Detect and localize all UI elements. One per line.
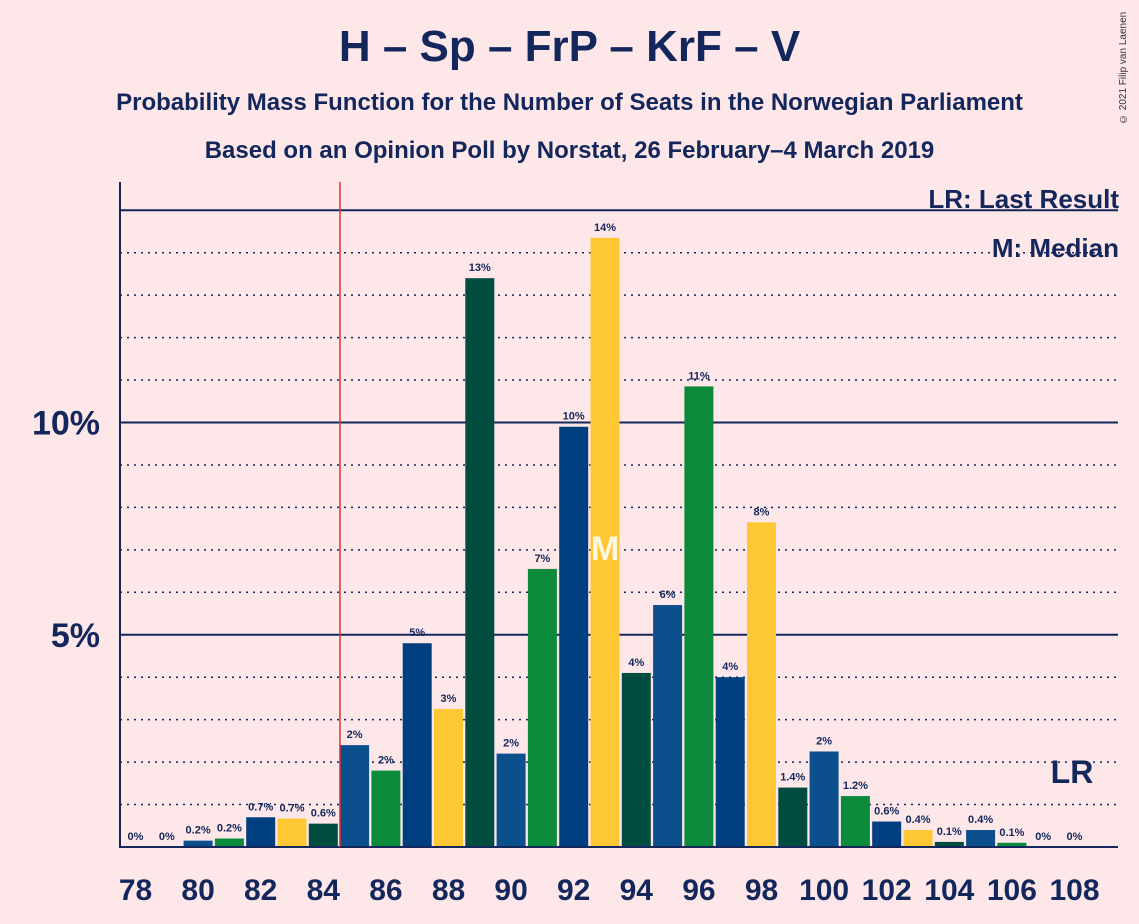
x-tick-label-80: 80 <box>181 874 214 907</box>
x-tick-label-88: 88 <box>432 874 465 907</box>
bar-label-78: 0% <box>128 831 144 843</box>
bar-label-100: 2% <box>816 735 832 747</box>
bar-label-83: 0.7% <box>279 803 304 815</box>
bar-94 <box>621 672 651 847</box>
bar-83 <box>277 818 307 847</box>
bar-label-82: 0.7% <box>248 801 273 813</box>
bar-93 <box>590 237 620 847</box>
x-tick-label-102: 102 <box>862 874 912 907</box>
x-tick-label-84: 84 <box>307 874 341 907</box>
bar-100 <box>809 751 839 847</box>
bar-label-91: 7% <box>534 553 550 565</box>
bar-label-88: 3% <box>441 693 457 705</box>
legend-last-result: LR: Last Result <box>928 184 1119 214</box>
y-tick-label-5: 5% <box>51 617 100 655</box>
bar-label-101: 1.2% <box>843 780 868 792</box>
x-tick-label-106: 106 <box>987 874 1037 907</box>
x-tick-label-94: 94 <box>620 874 654 907</box>
bar-label-106: 0.1% <box>999 827 1024 839</box>
bar-99 <box>778 787 808 847</box>
bar-106 <box>997 842 1027 847</box>
bar-label-89: 13% <box>469 262 491 274</box>
bar-label-92: 10% <box>563 411 585 423</box>
legend-median: M: Median <box>991 233 1119 263</box>
bar-label-103: 0.4% <box>905 814 930 826</box>
x-tick-label-96: 96 <box>682 874 715 907</box>
bar-label-84: 0.6% <box>311 808 336 820</box>
bar-95 <box>653 605 683 847</box>
x-tick-label-78: 78 <box>119 874 152 907</box>
chart-bars <box>183 237 1027 847</box>
bar-102 <box>872 821 902 847</box>
bar-92 <box>559 426 589 847</box>
bar-81 <box>214 838 244 847</box>
y-tick-label-10: 10% <box>32 405 100 443</box>
bar-label-90: 2% <box>503 738 519 750</box>
bar-86 <box>371 770 401 847</box>
chart-markers: M LR <box>339 182 1094 847</box>
chart-subtitle-source: Based on an Opinion Poll by Norstat, 26 … <box>204 137 935 164</box>
bar-82 <box>246 817 276 847</box>
chart-axes <box>119 182 1118 848</box>
chart-title: H – Sp – FrP – KrF – V <box>338 22 801 71</box>
x-tick-label-100: 100 <box>799 874 849 907</box>
x-tick-label-92: 92 <box>557 874 590 907</box>
bar-label-79: 0% <box>159 831 175 843</box>
last-result-marker: LR <box>1051 754 1094 790</box>
x-tick-label-108: 108 <box>1049 874 1099 907</box>
bar-85 <box>340 745 370 847</box>
chart-bar-labels: 0% 0% 0.2% 0.2% 0.7% 0.7% 0.6% 2% 2% 5% 3% 13% 2% 7% 1… <box>128 222 1083 843</box>
bar-98 <box>747 522 776 847</box>
median-marker: M <box>591 530 619 568</box>
bar-label-104: 0.1% <box>937 826 962 838</box>
bar-label-105: 0.4% <box>968 814 993 826</box>
bar-96 <box>684 386 714 847</box>
bar-101 <box>840 796 870 847</box>
bar-89 <box>465 278 495 847</box>
x-tick-label-82: 82 <box>244 874 277 907</box>
x-tick-label-86: 86 <box>369 874 402 907</box>
bar-84 <box>308 823 338 847</box>
bar-label-107: 0% <box>1035 831 1051 843</box>
bar-104 <box>934 841 964 847</box>
bar-label-87: 5% <box>409 627 425 639</box>
bar-103 <box>903 830 933 847</box>
bar-label-80: 0.2% <box>186 825 211 837</box>
chart-x-tick-labels: 78 80 82 84 86 88 90 92 94 96 98 100 102 104 106 108 <box>119 874 1100 907</box>
bar-87 <box>402 643 432 847</box>
bar-label-96: 11% <box>688 370 710 382</box>
bar-label-81: 0.2% <box>217 823 242 835</box>
bar-label-98: 8% <box>754 506 770 518</box>
bar-label-99: 1.4% <box>780 772 805 784</box>
bar-label-85: 2% <box>347 729 363 741</box>
bar-97 <box>715 677 745 847</box>
x-tick-label-90: 90 <box>494 874 527 907</box>
bar-90 <box>496 753 526 847</box>
bar-label-95: 6% <box>660 589 676 601</box>
bar-80 <box>183 840 213 847</box>
bar-label-97: 4% <box>722 661 738 673</box>
chart-y-tick-labels: 5% 10% <box>32 405 100 655</box>
bar-label-108: 0% <box>1067 831 1083 843</box>
bar-label-102: 0.6% <box>874 806 899 818</box>
bar-91 <box>527 568 557 847</box>
x-tick-label-104: 104 <box>924 874 974 907</box>
chart-subtitle: Probability Mass Function for the Number… <box>116 89 1023 116</box>
bar-label-93: 14% <box>594 222 616 234</box>
bar-label-94: 4% <box>628 657 644 669</box>
x-tick-label-98: 98 <box>745 874 778 907</box>
bar-105 <box>966 830 996 847</box>
bar-label-86: 2% <box>378 755 394 767</box>
bar-88 <box>434 709 463 847</box>
